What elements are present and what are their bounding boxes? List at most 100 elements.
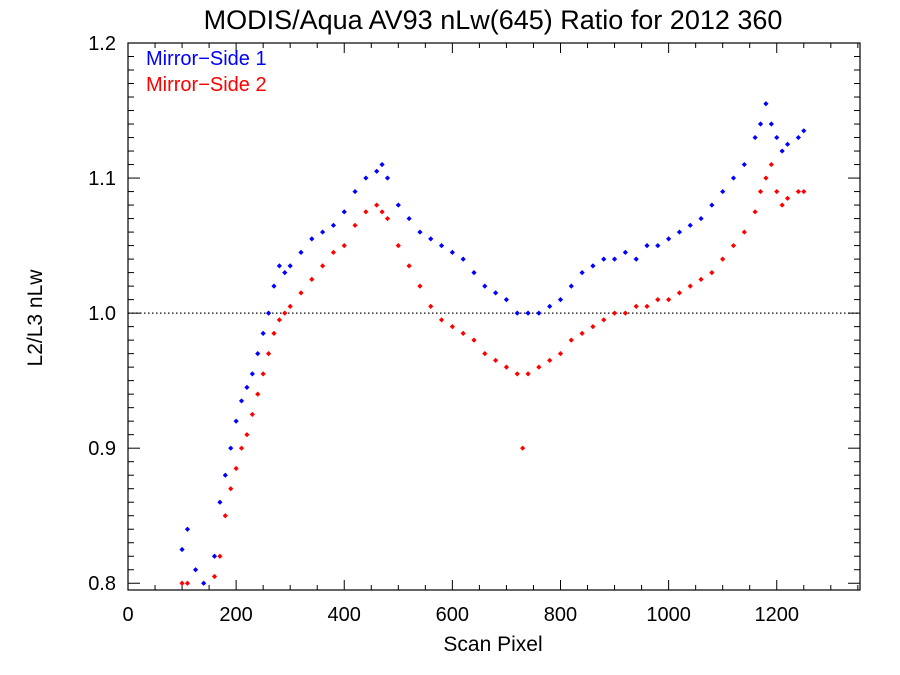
data-point-mirror-side-2: [568, 337, 574, 343]
data-point-mirror-side-2: [520, 445, 526, 451]
data-point-mirror-side-1: [217, 499, 223, 505]
data-point-mirror-side-1: [676, 229, 683, 235]
x-tick-label: 1200: [754, 604, 799, 626]
data-point-mirror-side-1: [428, 236, 434, 242]
data-point-mirror-side-2: [633, 303, 639, 309]
data-point-mirror-side-1: [352, 188, 358, 195]
data-point-mirror-side-2: [471, 337, 477, 343]
data-point-mirror-side-1: [271, 283, 277, 289]
y-tick-label: 0.9: [88, 438, 116, 460]
data-point-mirror-side-2: [611, 310, 618, 316]
data-point-mirror-side-1: [784, 141, 791, 147]
data-point-mirror-side-1: [282, 270, 288, 276]
data-point-mirror-side-1: [201, 580, 207, 586]
data-point-mirror-side-2: [298, 290, 304, 296]
data-point-mirror-side-1: [287, 263, 293, 269]
data-point-mirror-side-2: [795, 188, 801, 195]
data-point-mirror-side-2: [287, 303, 293, 309]
data-point-mirror-side-2: [536, 364, 542, 370]
data-point-mirror-side-2: [384, 215, 391, 222]
data-point-mirror-side-1: [341, 209, 347, 215]
y-tick-label: 0.8: [88, 573, 116, 595]
data-point-mirror-side-2: [282, 310, 288, 316]
data-point-mirror-side-2: [276, 317, 282, 323]
data-point-mirror-side-2: [525, 371, 531, 377]
y-axis-label: L2/L3 nLw: [24, 269, 47, 367]
data-point-mirror-side-1: [493, 290, 499, 296]
data-point-mirror-side-1: [379, 161, 385, 168]
data-point-mirror-side-2: [417, 283, 423, 289]
data-point-mirror-side-2: [514, 371, 520, 377]
data-point-mirror-side-1: [260, 330, 266, 336]
y-tick-label: 1.1: [88, 168, 116, 190]
data-point-mirror-side-1: [320, 229, 326, 235]
x-tick-label: 800: [544, 604, 577, 626]
data-point-mirror-side-2: [666, 297, 672, 303]
y-tick-label: 1.2: [88, 33, 116, 55]
data-point-mirror-side-2: [244, 432, 250, 438]
data-point-mirror-side-1: [709, 202, 715, 208]
data-point-mirror-side-2: [709, 270, 715, 276]
data-point-mirror-side-2: [784, 195, 791, 201]
data-point-mirror-side-1: [757, 121, 764, 127]
x-tick-label: 600: [436, 604, 469, 626]
data-point-mirror-side-2: [238, 445, 245, 451]
data-point-mirror-side-2: [493, 357, 499, 363]
data-point-mirror-side-1: [255, 351, 261, 357]
data-point-mirror-side-2: [428, 303, 434, 309]
data-point-mirror-side-2: [438, 317, 445, 323]
data-point-mirror-side-1: [579, 270, 585, 276]
plot-frame: [127, 42, 861, 591]
data-point-mirror-side-2: [579, 330, 585, 336]
data-point-mirror-side-2: [752, 209, 758, 215]
data-point-mirror-side-2: [320, 263, 326, 269]
data-point-mirror-side-1: [244, 384, 250, 391]
data-point-mirror-side-1: [741, 161, 747, 168]
data-point-mirror-side-2: [547, 357, 553, 363]
data-point-mirror-side-1: [774, 134, 780, 141]
data-point-mirror-side-2: [363, 209, 369, 215]
data-point-mirror-side-1: [249, 371, 255, 377]
data-point-mirror-side-2: [341, 242, 347, 249]
data-point-mirror-side-1: [536, 310, 542, 316]
data-point-mirror-side-2: [217, 553, 223, 559]
data-point-mirror-side-2: [233, 465, 239, 472]
x-tick-label: 200: [219, 604, 252, 626]
data-point-mirror-side-2: [757, 188, 764, 195]
data-point-mirror-side-2: [768, 161, 774, 168]
data-point-mirror-side-1: [801, 128, 807, 134]
chart-title: MODIS/Aqua AV93 nLw(645) Ratio for 2012 …: [204, 5, 783, 35]
data-point-mirror-side-1: [547, 303, 553, 309]
data-point-mirror-side-2: [763, 175, 769, 181]
data-point-mirror-side-2: [406, 263, 412, 269]
x-axis-label: Scan Pixel: [443, 633, 542, 656]
data-point-mirror-side-2: [720, 256, 726, 262]
data-point-mirror-side-1: [763, 101, 769, 107]
data-point-mirror-side-2: [309, 276, 315, 282]
data-point-mirror-side-2: [395, 242, 401, 249]
data-point-mirror-side-1: [184, 526, 191, 532]
data-point-mirror-side-2: [179, 580, 185, 586]
data-point-mirror-side-1: [503, 297, 510, 303]
data-point-mirror-side-2: [211, 573, 218, 580]
data-point-mirror-side-1: [395, 202, 401, 208]
data-point-mirror-side-2: [655, 297, 661, 303]
data-point-mirror-side-2: [801, 188, 807, 195]
data-point-mirror-side-1: [384, 175, 391, 181]
data-point-mirror-side-1: [633, 256, 639, 262]
legend-entry: Mirror−Side 1: [146, 48, 267, 70]
data-point-mirror-side-1: [406, 215, 412, 222]
data-point-mirror-side-2: [590, 324, 596, 330]
data-point-mirror-side-2: [330, 249, 337, 255]
data-point-mirror-side-2: [774, 188, 780, 195]
data-point-mirror-side-2: [601, 317, 607, 323]
data-point-mirror-side-1: [622, 249, 628, 255]
data-point-mirror-side-2: [503, 364, 510, 370]
data-point-mirror-side-2: [676, 290, 683, 296]
data-point-mirror-side-2: [557, 351, 564, 357]
data-point-mirror-side-2: [222, 513, 228, 519]
data-point-mirror-side-1: [698, 215, 704, 222]
data-point-mirror-side-1: [417, 229, 423, 235]
data-point-mirror-side-2: [687, 283, 693, 289]
data-point-mirror-side-2: [271, 330, 277, 336]
